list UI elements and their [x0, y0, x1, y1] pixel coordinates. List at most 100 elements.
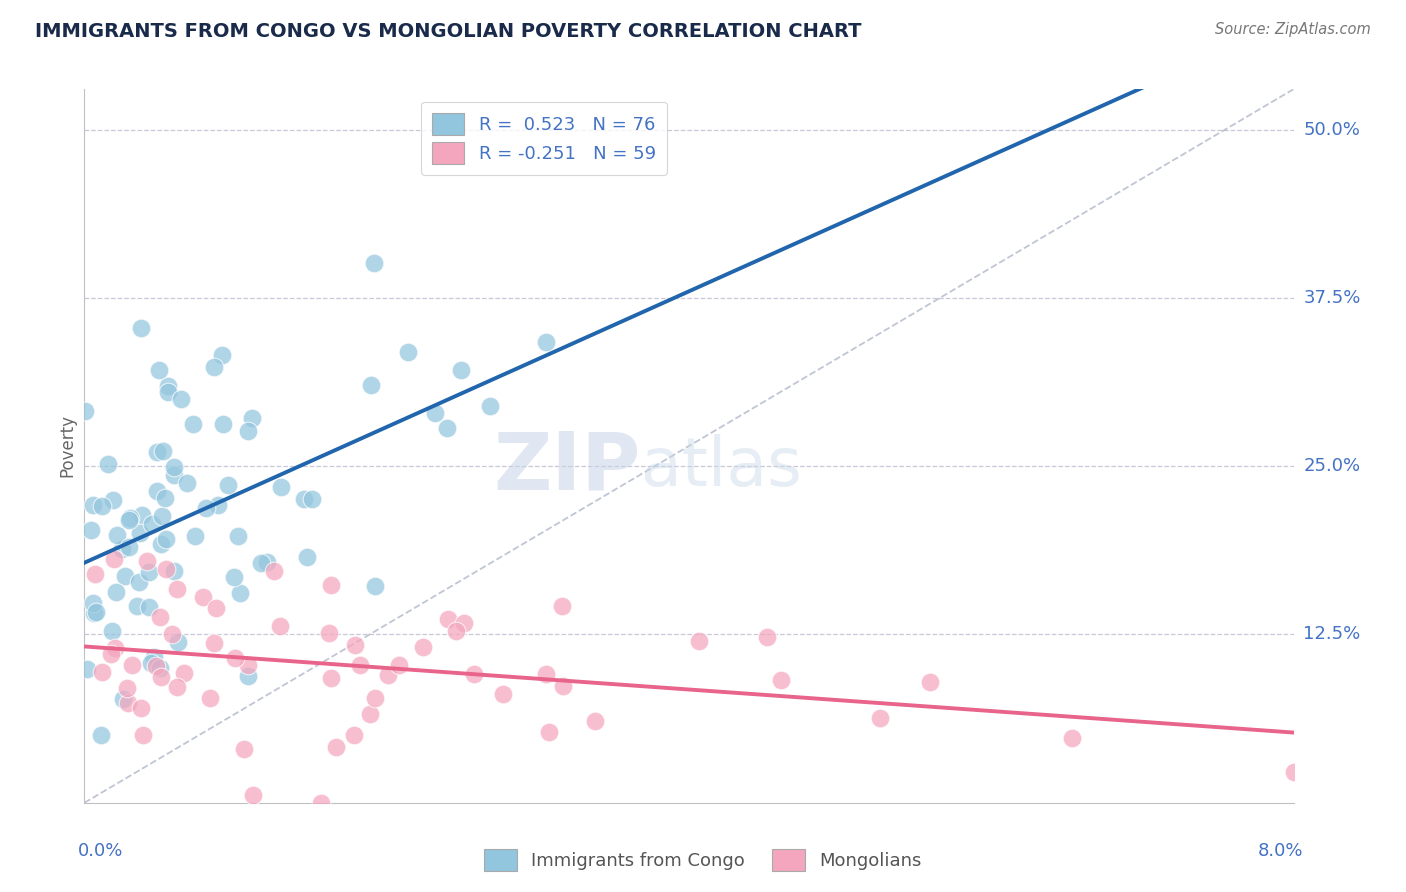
Point: [163, 468, 186, 483]
Point: [364, 579, 387, 593]
Point: [236, 658, 259, 673]
Point: [688, 634, 710, 648]
Point: [377, 667, 399, 681]
Point: [301, 492, 323, 507]
Point: [233, 741, 256, 756]
Point: [83, 606, 105, 620]
Point: [1282, 765, 1305, 780]
Point: [250, 556, 273, 570]
Point: [121, 658, 143, 673]
Text: IMMIGRANTS FROM CONGO VS MONGOLIAN POVERTY CORRELATION CHART: IMMIGRANTS FROM CONGO VS MONGOLIAN POVER…: [35, 22, 862, 41]
Text: 50.0%: 50.0%: [1303, 120, 1360, 138]
Y-axis label: Poverty: Poverty: [58, 415, 76, 477]
Point: [73, 403, 96, 417]
Point: [173, 665, 195, 680]
Point: [292, 492, 315, 507]
Point: [226, 529, 249, 543]
Point: [129, 700, 152, 714]
Point: [217, 477, 239, 491]
Point: [148, 363, 170, 377]
Point: [138, 565, 160, 579]
Point: [224, 651, 246, 665]
Point: [263, 564, 285, 578]
Point: [141, 517, 163, 532]
Point: [129, 526, 152, 541]
Point: [920, 674, 942, 689]
Point: [118, 513, 141, 527]
Point: [131, 728, 153, 742]
Point: [157, 385, 180, 400]
Point: [100, 647, 122, 661]
Point: [118, 540, 141, 554]
Point: [111, 541, 134, 556]
Point: [104, 641, 127, 656]
Point: [319, 671, 342, 685]
Point: [553, 679, 575, 693]
Point: [537, 725, 560, 739]
Point: [149, 610, 172, 624]
Point: [90, 499, 112, 513]
Point: [166, 582, 188, 597]
Point: [256, 555, 278, 569]
Point: [150, 670, 173, 684]
Point: [349, 657, 371, 672]
Point: [76, 662, 98, 676]
Point: [236, 424, 259, 438]
Point: [163, 564, 186, 578]
Point: [146, 484, 169, 499]
Point: [101, 624, 124, 638]
Point: [167, 635, 190, 649]
Point: [80, 523, 103, 537]
Point: [105, 527, 128, 541]
Point: [105, 585, 128, 599]
Point: [437, 612, 460, 626]
Point: [149, 537, 172, 551]
Point: [212, 417, 235, 432]
Point: [117, 696, 139, 710]
Point: [309, 796, 332, 810]
Point: [444, 624, 467, 638]
Point: [769, 673, 792, 688]
Point: [551, 599, 574, 613]
Point: [163, 459, 186, 474]
Point: [343, 638, 366, 652]
Point: [129, 321, 152, 335]
Point: [318, 626, 340, 640]
Point: [82, 596, 104, 610]
Point: [364, 690, 387, 705]
Text: 8.0%: 8.0%: [1258, 842, 1303, 860]
Point: [90, 729, 112, 743]
Point: [84, 566, 107, 581]
Point: [150, 508, 173, 523]
Point: [181, 417, 204, 431]
Point: [412, 640, 434, 655]
Point: [222, 570, 245, 584]
Point: [131, 508, 153, 522]
Point: [453, 615, 475, 630]
Point: [114, 569, 136, 583]
Point: [82, 498, 104, 512]
Text: atlas: atlas: [641, 434, 801, 500]
Point: [136, 554, 159, 568]
Point: [236, 669, 259, 683]
Point: [583, 714, 606, 728]
Text: 12.5%: 12.5%: [1303, 625, 1361, 643]
Point: [319, 578, 342, 592]
Point: [155, 562, 177, 576]
Point: [869, 711, 891, 725]
Point: [242, 788, 264, 802]
Point: [425, 406, 447, 420]
Point: [229, 586, 252, 600]
Point: [103, 551, 125, 566]
Point: [139, 656, 162, 670]
Point: [478, 399, 501, 413]
Point: [396, 345, 419, 359]
Point: [152, 443, 174, 458]
Point: [125, 599, 148, 613]
Point: [202, 636, 225, 650]
Point: [387, 657, 409, 672]
Point: [211, 347, 233, 361]
Point: [536, 667, 558, 681]
Point: [360, 378, 382, 392]
Point: [269, 619, 291, 633]
